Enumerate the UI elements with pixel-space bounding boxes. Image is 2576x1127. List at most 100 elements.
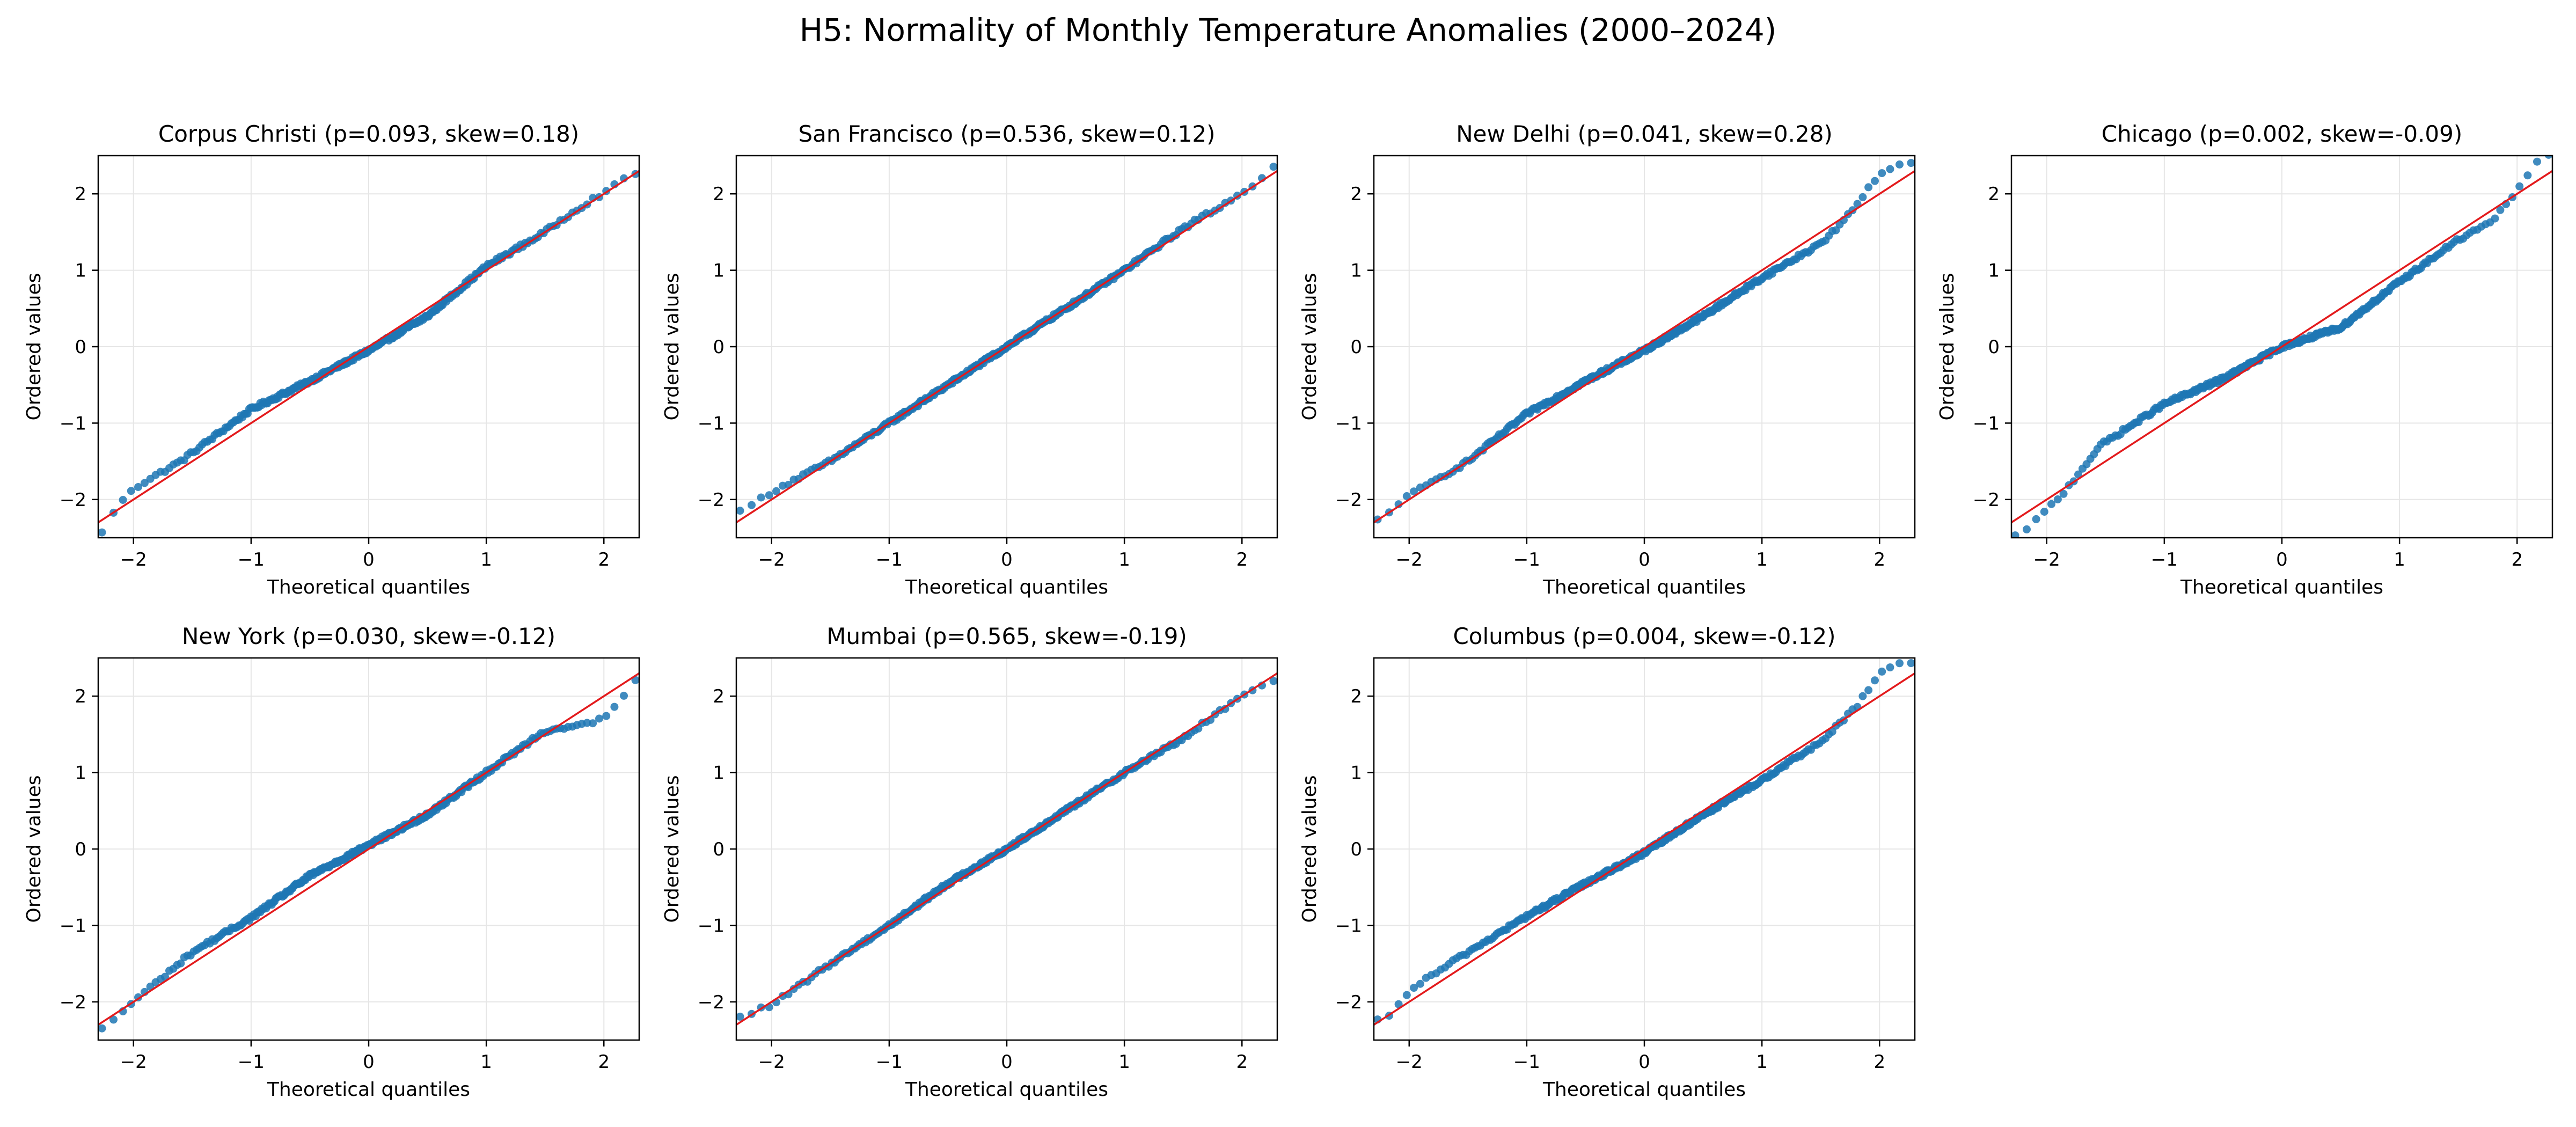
y-tick-label: −1 (698, 915, 724, 936)
qq-subplot: −2 −1 0 1 2 −2 −1 0 1 2 Columbus (p=0.004, skew=-0… (1299, 623, 1994, 1101)
data-point (2059, 489, 2068, 498)
data-point (134, 483, 142, 491)
y-axis-label: Ordered values (1299, 775, 1321, 923)
data-point (668, 672, 676, 680)
data-point (1337, 517, 1345, 525)
data-point (1295, 517, 1303, 525)
x-axis-label: Theoretical quantiles (905, 576, 1108, 598)
reference-line (2011, 170, 2552, 523)
data-point (595, 714, 603, 723)
data-point (2523, 171, 2532, 180)
data-point (140, 479, 149, 487)
x-tick-label: 1 (1118, 549, 1130, 570)
y-tick-label: 1 (75, 763, 86, 784)
x-tick-label: 1 (1756, 1051, 1768, 1073)
data-point (98, 528, 106, 537)
data-point (1221, 705, 1230, 713)
data-point (1871, 177, 1879, 185)
data-point (765, 491, 773, 500)
x-tick-label: 2 (598, 549, 610, 570)
data-point (1858, 692, 1867, 700)
subplot-title: Corpus Christi (p=0.093, skew=0.18) (158, 121, 579, 147)
data-point (2491, 214, 2499, 223)
subplot-title: Columbus (p=0.004, skew=-0.12) (1453, 623, 1835, 649)
data-point (1306, 672, 1314, 680)
data-point (1284, 674, 1292, 682)
data-point (1359, 1018, 1367, 1026)
reference-line (1374, 672, 1915, 1026)
y-tick-label: 2 (75, 184, 86, 205)
data-point (2544, 156, 2552, 159)
data-point (736, 507, 744, 515)
data-point (1878, 169, 1886, 178)
data-point (1943, 658, 1951, 666)
y-tick-label: −1 (1335, 413, 1362, 434)
subplot-title: San Francisco (p=0.536, skew=0.12) (798, 121, 1215, 147)
y-tick-label: 0 (713, 336, 724, 358)
data-point (710, 674, 718, 682)
qq-subplot: −2 −1 0 1 2 −2 −1 0 1 2 New Delhi (p=0.041, skew=0… (1295, 121, 1951, 598)
data-point (2032, 515, 2040, 523)
x-tick-label: −2 (120, 1051, 147, 1073)
reference-line (1374, 170, 1915, 523)
data-point (1828, 727, 1836, 736)
data-point (1337, 1015, 1345, 1023)
qq-subplot: −2 −1 0 1 2 −2 −1 0 1 2 Mumbai (p=0.565, skew=-0.1… (657, 623, 1314, 1101)
subplot-title: New York (p=0.030, skew=-0.12) (182, 623, 555, 649)
data-point (700, 513, 708, 521)
data-point (127, 487, 135, 495)
data-point (1922, 656, 1930, 664)
subplot-title: Chicago (p=0.002, skew=-0.09) (2102, 121, 2462, 147)
y-tick-label: −1 (1335, 915, 1362, 936)
data-point (657, 1012, 665, 1020)
x-tick-label: −2 (758, 549, 785, 570)
x-tick-label: 2 (598, 1051, 610, 1073)
figure-title: H5: Normality of Monthly Temperature Ano… (799, 12, 1777, 48)
data-point (1986, 658, 1994, 667)
y-tick-label: −1 (60, 915, 86, 936)
reference-line-group (98, 170, 639, 523)
x-tick-label: −2 (120, 549, 147, 570)
data-point (98, 1024, 106, 1033)
data-point (177, 959, 185, 968)
x-tick-label: −1 (1513, 1051, 1540, 1073)
data-point (1896, 160, 1904, 169)
x-tick-label: −1 (238, 549, 265, 570)
x-tick-label: 2 (1874, 549, 1885, 570)
x-axis-label: Theoretical quantiles (2180, 576, 2383, 598)
data-point (109, 1015, 118, 1024)
data-point (668, 167, 676, 175)
x-tick-label: 1 (2394, 549, 2405, 570)
data-point (1886, 663, 1894, 672)
data-point (161, 972, 169, 981)
reference-line (736, 672, 1277, 1026)
x-tick-label: 1 (1118, 1051, 1130, 1073)
x-tick-label: 0 (1001, 549, 1013, 570)
data-point (83, 1029, 91, 1037)
y-tick-label: −1 (60, 413, 86, 434)
data-point (1306, 160, 1314, 168)
qq-subplot: −2 −1 0 1 2 −2 −1 0 1 2 Chicago (p=0.002, skew=-0.… (1936, 121, 2553, 598)
data-point (772, 487, 780, 495)
data-point (1832, 226, 1840, 235)
y-tick-label: −1 (698, 413, 724, 434)
y-tick-label: −2 (698, 992, 724, 1013)
x-tick-label: 2 (2511, 549, 2523, 570)
data-point (757, 493, 765, 502)
data-point (2023, 525, 2031, 533)
data-point (610, 702, 619, 711)
data-point (1943, 160, 1951, 169)
reference-line-group (736, 672, 1277, 1026)
data-point (2074, 470, 2082, 479)
x-tick-label: 2 (1236, 1051, 1248, 1073)
data-point (1402, 492, 1411, 500)
y-tick-label: 2 (713, 686, 724, 707)
data-point (1348, 160, 1356, 169)
x-axis-label: Theoretical quantiles (267, 576, 470, 598)
x-tick-label: 0 (363, 1051, 375, 1073)
x-axis-label: Theoretical quantiles (905, 1079, 1108, 1101)
data-point (589, 719, 597, 728)
x-axis-label: Theoretical quantiles (1542, 576, 1746, 598)
